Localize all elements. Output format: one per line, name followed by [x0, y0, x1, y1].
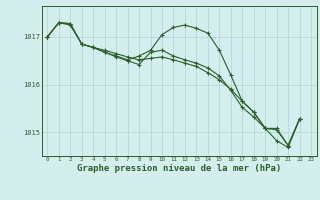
X-axis label: Graphe pression niveau de la mer (hPa): Graphe pression niveau de la mer (hPa): [77, 164, 281, 173]
